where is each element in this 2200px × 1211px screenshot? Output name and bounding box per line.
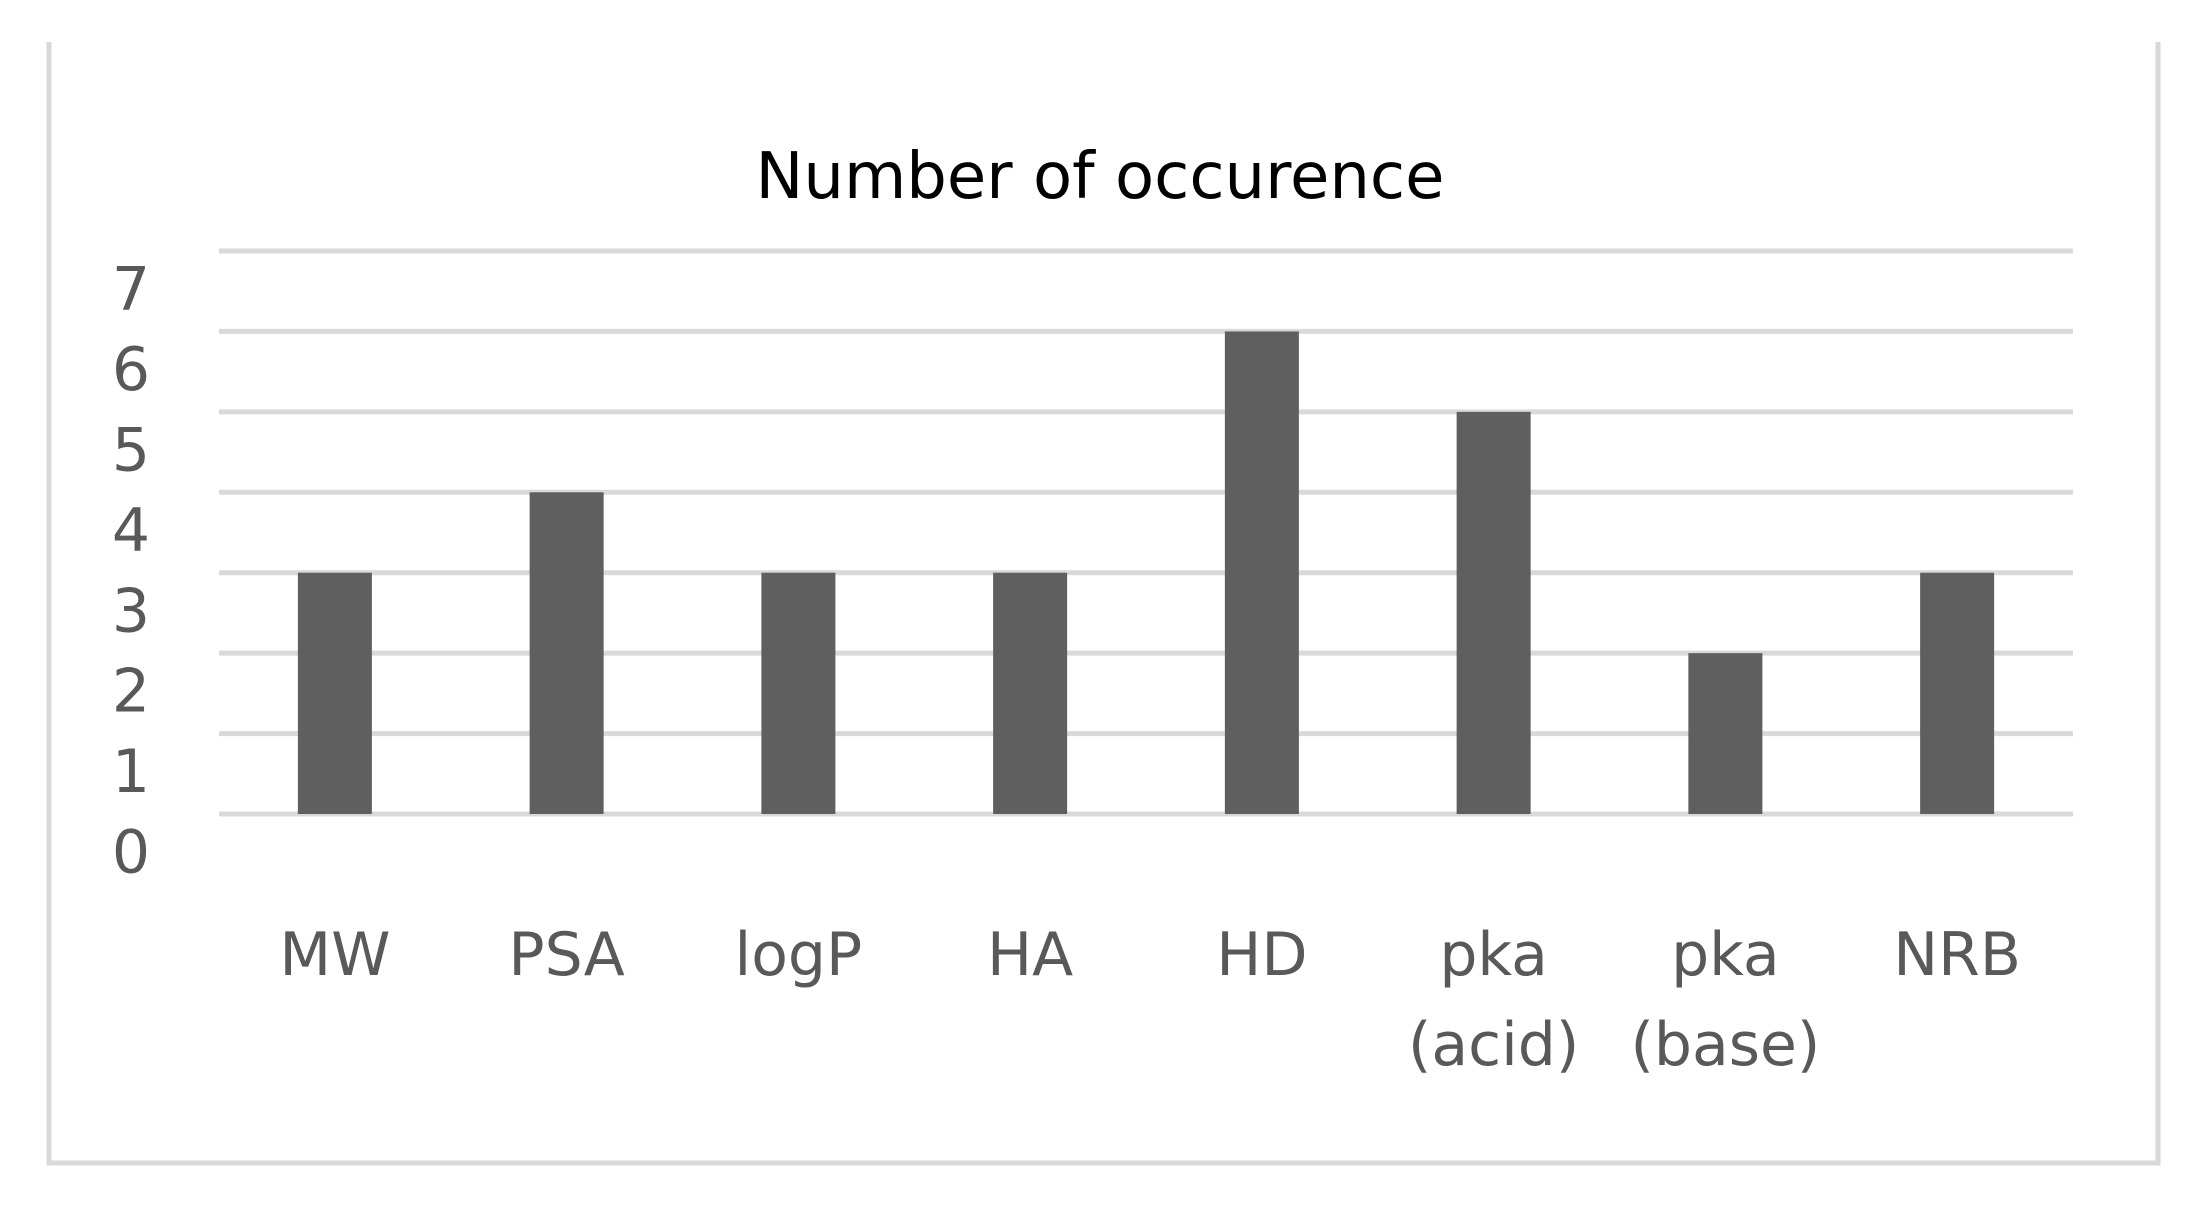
x-tick-label: NRB — [1893, 920, 2021, 990]
y-tick-label: 3 — [112, 576, 150, 646]
y-tick-label: 4 — [112, 496, 150, 566]
chart-frame — [46, 42, 2161, 1166]
x-tick-label: pka (acid) — [1407, 920, 1580, 1080]
y-tick-label: 6 — [112, 335, 150, 405]
bar — [1920, 572, 1995, 814]
chart-title: Number of occurence — [755, 140, 1445, 214]
bar — [1456, 411, 1531, 814]
x-tick-label: HD — [1216, 920, 1308, 990]
y-tick-label: 1 — [112, 737, 150, 807]
y-tick-label: 7 — [112, 255, 150, 325]
bar — [1688, 653, 1763, 814]
y-tick-label: 2 — [112, 657, 150, 727]
y-tick-label: 0 — [112, 818, 150, 888]
x-tick-label: logP — [734, 920, 863, 990]
bar — [761, 572, 836, 814]
y-tick-label: 5 — [112, 415, 150, 485]
x-tick-label: MW — [279, 920, 391, 990]
bar — [529, 492, 604, 814]
bar — [297, 572, 372, 814]
x-tick-label: HA — [987, 920, 1074, 990]
bar — [1224, 331, 1299, 814]
x-tick-label: pka (base) — [1630, 920, 1821, 1080]
bar — [993, 572, 1068, 814]
x-tick-label: PSA — [508, 920, 625, 990]
